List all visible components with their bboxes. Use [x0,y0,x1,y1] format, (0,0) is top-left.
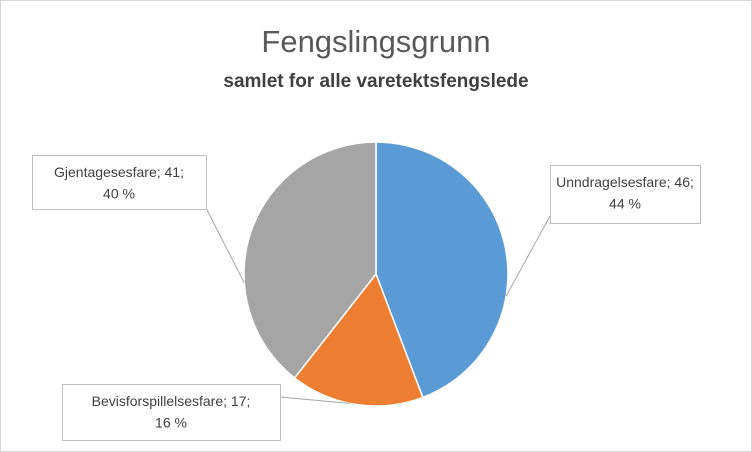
value-label: ; 46; [667,174,694,190]
leader-line [505,215,551,297]
data-label: Unndragelsesfare; 46; [556,174,694,190]
value-label: ; 17; [223,393,250,409]
category-label: Bevisforspillelsesfare [92,393,224,409]
pie-slice [293,272,424,407]
data-label: Bevisforspillelsesfare; 17; [92,393,251,409]
category-label: Unndragelsesfare [556,174,667,190]
data-label: Gjentagesesfare; 41; [54,164,184,180]
percent-label: 40 % [103,186,135,202]
pie-slice [243,141,377,379]
label-box [550,165,701,224]
pie-slice [375,141,509,399]
category-label: Gjentagesesfare [54,164,157,180]
value-label: ; 41; [157,164,184,180]
label-box [32,155,207,210]
percent-label: 16 % [155,415,187,431]
label-box [62,384,281,441]
percent-label: 44 % [609,196,641,212]
leader-line [205,207,245,284]
chart-title: Fengslingsgrunn [261,24,490,59]
leader-line [279,396,350,404]
chart-subtitle: samlet for alle varetektsfengslede [223,71,528,92]
